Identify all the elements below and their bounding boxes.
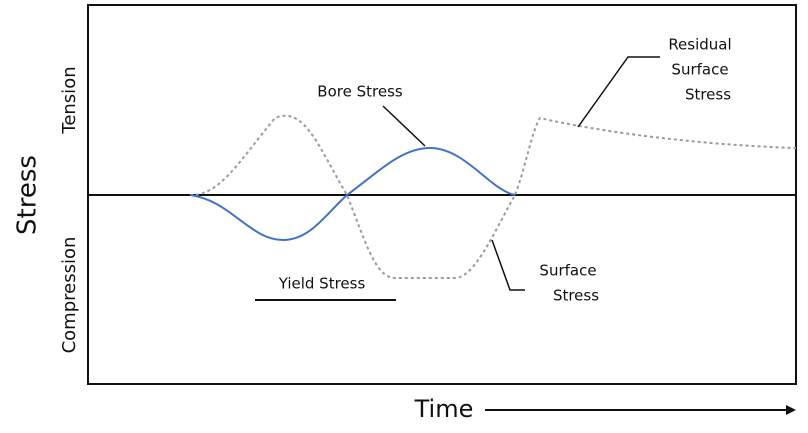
compression-label: Compression [59,237,80,354]
residual-leader [577,56,660,128]
surface-label: Stress [553,287,599,305]
residual-label: Stress [685,86,731,104]
time-arrowhead [786,405,796,415]
bore-leader [382,105,426,147]
tension-label: Tension [59,66,80,134]
y-axis-label: Stress [13,155,43,235]
surface-leader [491,239,525,291]
residual-label: Surface [671,61,728,79]
yield-label: Yield Stress [278,275,366,293]
surface-stress-curve [189,114,797,279]
surface-label: Surface [539,262,596,280]
residual-label: Residual [668,36,731,54]
bore-stress-curve [189,146,516,242]
x-axis-label: Time [414,395,474,423]
bore-label: Bore Stress [317,83,403,101]
